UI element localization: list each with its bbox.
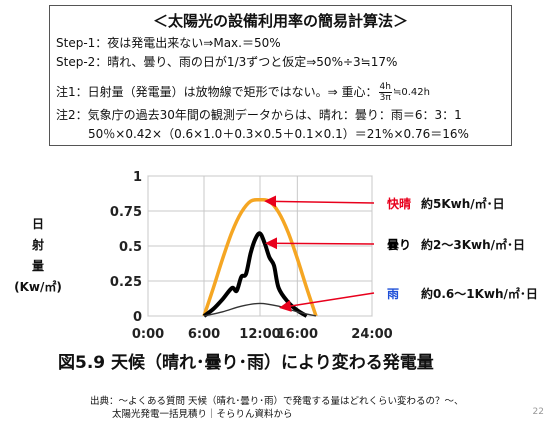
series-layer — [202, 197, 318, 318]
x-tick-label: 0:00 — [132, 327, 164, 342]
annotation-value: 約2～3Kwh/㎡･日 — [421, 237, 525, 252]
annotation-arrow — [265, 237, 375, 250]
calculation-box: ＜太陽光の設備利用率の簡易計算法＞ Step-1：夜は発電出来ない⇒Max.＝5… — [49, 5, 512, 146]
grid-layer — [147, 175, 373, 317]
y-tick-label: 0.5 — [119, 240, 142, 255]
y-axis-label: 日 — [32, 217, 44, 231]
y-tick-label: 0.25 — [110, 275, 142, 290]
annotation-arrow — [264, 195, 375, 208]
annotation-value: 約5Kwh/㎡･日 — [421, 196, 505, 211]
note2-line1: 注2：気象庁の過去30年間の観測データからは、晴れ：曇り：雨＝6：3：1 — [56, 108, 462, 122]
step2-text: Step-2：晴れ、曇り、雨の日が1/3ずつと仮定⇒50%÷3≒17% — [56, 55, 398, 69]
x-tick-label: 24:00 — [351, 327, 392, 342]
annotation-label: 快晴 — [387, 196, 411, 211]
x-tick-label: 16:00 — [277, 327, 318, 342]
series-line-0 — [202, 197, 318, 317]
annotation-arrow — [279, 292, 375, 312]
source-note: 出典：～よくある質問 天候（晴れ･曇り･雨）で発電する量はどれくらい変わるの？～… — [90, 395, 464, 421]
page-number: 22 — [532, 407, 544, 417]
annotation-value: 約0.6～1Kwh/㎡･日 — [421, 286, 538, 301]
annotation-label: 雨 — [387, 287, 399, 301]
box-title: ＜太陽光の設備利用率の簡易計算法＞ — [152, 12, 408, 30]
centroid-fraction: 4h 3π — [378, 82, 392, 103]
note2-line2: 50％×0.42×（0.6×1.0＋0.3×0.5＋0.1×0.1）＝21%×0… — [88, 127, 469, 141]
y-axis-label: 射 — [31, 237, 44, 252]
series-line-2 — [203, 302, 317, 317]
note1-suffix: ≒0.42h — [392, 87, 430, 98]
y-tick-label: 1 — [133, 170, 142, 185]
x-tick-label: 6:00 — [188, 327, 220, 342]
fraction-numerator: 4h — [378, 82, 392, 93]
y-tick-label: 0 — [133, 310, 142, 325]
y-tick-label: 0.75 — [110, 205, 142, 220]
source-line2: 太陽光発電一括見積り｜そらりん資料から — [112, 409, 293, 420]
y-axis-label: (Kw/㎡) — [14, 279, 62, 294]
source-line1: 出典：～よくある質問 天候（晴れ･曇り･雨）で発電する量はどれくらい変わるの？～… — [90, 396, 464, 407]
note1-prefix: 注1：日射量（発電量）は放物線で矩形ではない。⇒ 重心： — [56, 85, 378, 99]
fraction-denominator: 3π — [379, 93, 391, 103]
annotation-label: 曇り — [387, 238, 411, 252]
x-tick-label: 12:00 — [239, 327, 280, 342]
step1-text: Step-1：夜は発電出来ない⇒Max.＝50% — [56, 36, 281, 50]
series-line-1 — [202, 231, 308, 318]
y-axis-label: 量 — [32, 259, 44, 273]
annotation-layer: 快晴 約5Kwh/㎡･日曇り 約2～3Kwh/㎡･日雨 約0.6～1Kwh/㎡･日 — [264, 195, 538, 312]
note1-line: 注1：日射量（発電量）は放物線で矩形ではない。⇒ 重心： 4h 3π ≒0.42h — [56, 82, 430, 103]
figure-caption: 図5.9 天候（晴れ･曇り･雨）により変わる発電量 — [58, 353, 434, 373]
